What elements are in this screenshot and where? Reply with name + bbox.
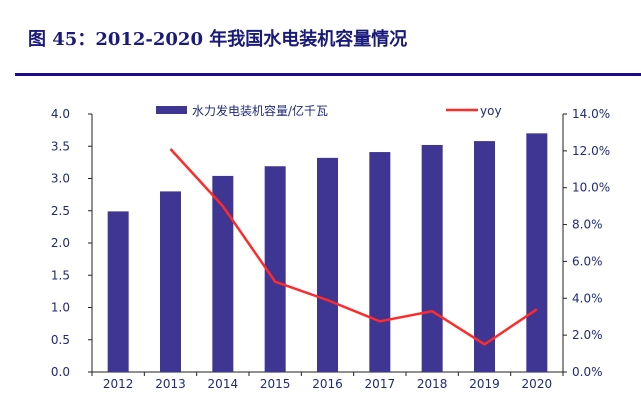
x-tick-label: 2019: [469, 377, 500, 391]
x-tick-label: 2014: [208, 377, 239, 391]
bar-2016: [317, 157, 338, 372]
bar-2015: [264, 166, 286, 372]
right-tick-label: 0.0%: [572, 365, 603, 379]
left-tick-label: 1.5: [51, 268, 70, 282]
left-tick-label: 3.5: [51, 139, 70, 153]
right-tick-label: 6.0%: [572, 254, 603, 268]
title-rule: [15, 73, 641, 76]
right-tick-label: 2.0%: [572, 328, 603, 342]
left-tick-label: 2.5: [51, 204, 70, 218]
legend-bar-label: 水力发电装机容量/亿千瓦: [192, 103, 328, 118]
bar-2018: [421, 144, 443, 372]
left-tick-label: 4.0: [51, 107, 70, 121]
x-tick-label: 2013: [155, 377, 186, 391]
legend-line-label: yoy: [480, 104, 502, 118]
bar-2019: [474, 141, 495, 372]
left-tick-label: 0.5: [51, 333, 70, 347]
right-tick-label: 12.0%: [572, 144, 610, 158]
right-tick-label: 10.0%: [572, 181, 610, 195]
right-tick-label: 14.0%: [572, 107, 610, 121]
right-tick-label: 8.0%: [572, 218, 603, 232]
bar-2017: [369, 152, 391, 372]
figure-title: 图 45：2012-2020 年我国水电装机容量情况: [28, 29, 408, 50]
x-tick-label: 2018: [417, 377, 448, 391]
yoy-line: [169, 148, 538, 346]
right-tick-label: 4.0%: [572, 291, 603, 305]
bar-2020: [526, 133, 548, 372]
left-tick-label: 2.0: [51, 236, 70, 250]
x-tick-label: 2012: [103, 377, 134, 391]
x-tick-label: 2017: [365, 377, 396, 391]
bar-2014: [212, 175, 234, 372]
bar-2012: [107, 211, 129, 372]
left-tick-label: 3.0: [51, 172, 70, 186]
legend-bar-swatch: [156, 106, 187, 114]
x-tick-label: 2020: [522, 377, 553, 391]
left-tick-label: 1.0: [51, 301, 70, 315]
x-tick-label: 2015: [260, 377, 291, 391]
left-tick-label: 0.0: [51, 365, 70, 379]
x-tick-label: 2016: [312, 377, 343, 391]
bar-2013: [160, 191, 181, 372]
